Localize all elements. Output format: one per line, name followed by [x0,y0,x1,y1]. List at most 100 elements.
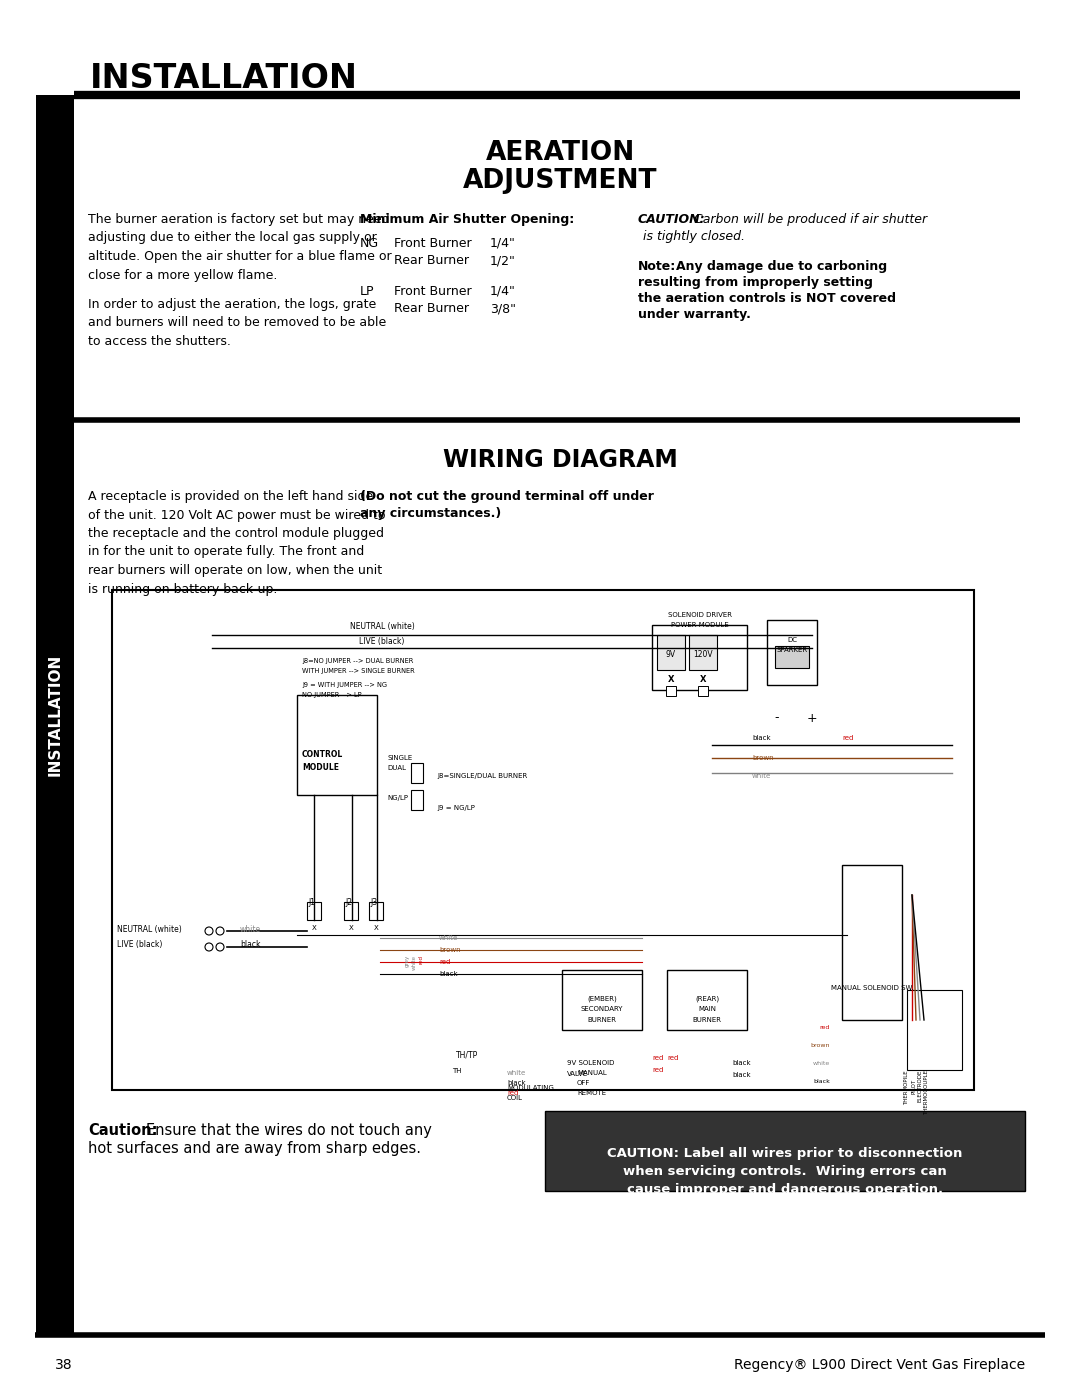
Text: 9V: 9V [666,650,676,659]
Text: hot surfaces and are away from sharp edges.: hot surfaces and are away from sharp edg… [87,1141,421,1155]
Text: is tightly closed.: is tightly closed. [643,231,745,243]
Text: LIVE (black): LIVE (black) [360,637,405,645]
Text: NEUTRAL (white): NEUTRAL (white) [350,622,415,631]
Text: The burner aeration is factory set but may need
adjusting due to either the loca: The burner aeration is factory set but m… [87,212,392,282]
Bar [411,763,423,782]
Bar [36,95,75,1336]
Text: the aeration controls is NOT covered: the aeration controls is NOT covered [638,292,896,305]
Text: brown: brown [752,754,773,761]
Text: black: black [732,1071,751,1078]
Text: MANUAL: MANUAL [577,1070,607,1076]
Text: any circumstances.): any circumstances.) [360,507,501,520]
Text: J1: J1 [308,898,315,907]
Bar [369,902,383,921]
Text: Carbon will be produced if air shutter: Carbon will be produced if air shutter [694,212,927,226]
Text: white: white [438,935,458,942]
Text: MAIN: MAIN [698,1006,716,1011]
Text: black: black [732,1060,751,1066]
Text: J9 = NG/LP: J9 = NG/LP [437,805,475,812]
Text: white: white [752,773,771,780]
Text: TH: TH [453,1067,461,1074]
Text: Front Burner: Front Burner [394,285,472,298]
Text: AERATION: AERATION [485,140,635,166]
Text: +: + [807,711,818,725]
Text: INSTALLATION: INSTALLATION [90,61,357,95]
Bar [112,590,974,1090]
Text: BURNER: BURNER [588,1017,617,1023]
Text: POWER MODULE: POWER MODULE [671,622,729,629]
Bar [652,624,747,690]
Text: black: black [507,1080,526,1085]
Bar [666,686,676,696]
Text: SECONDARY: SECONDARY [581,1006,623,1011]
Text: red: red [507,1090,518,1097]
Text: THERMOCOUPLE: THERMOCOUPLE [924,1070,930,1115]
Text: Front Burner: Front Burner [394,237,472,250]
Text: NO JUMPER --> LP: NO JUMPER --> LP [302,692,362,698]
Text: WIRING DIAGRAM: WIRING DIAGRAM [443,448,677,472]
Text: black: black [752,735,771,740]
Text: 38: 38 [55,1358,72,1372]
Text: MODULATING: MODULATING [507,1085,554,1091]
Text: COIL: COIL [507,1095,523,1101]
Text: Rear Burner: Rear Burner [394,254,469,267]
Bar [545,1111,1025,1192]
Text: black: black [438,971,458,977]
Text: red: red [820,1025,831,1030]
Bar [907,990,962,1070]
Text: white: white [411,956,417,970]
Text: grey: grey [405,956,409,967]
Text: white: white [240,925,261,935]
Text: X: X [667,675,674,685]
Text: under warranty.: under warranty. [638,307,751,321]
Text: NG/LP: NG/LP [387,795,408,800]
Text: J9 = WITH JUMPER --> NG: J9 = WITH JUMPER --> NG [302,682,387,687]
Text: red: red [652,1055,663,1060]
Text: SPARKER: SPARKER [777,647,808,652]
Text: WITH JUMPER --> SINGLE BURNER: WITH JUMPER --> SINGLE BURNER [302,668,415,673]
Text: CONTROL: CONTROL [302,750,343,759]
Bar [689,636,717,671]
Text: Rear Burner: Rear Burner [394,302,469,314]
Text: 9V SOLENOID: 9V SOLENOID [567,1060,615,1066]
Text: white: white [813,1060,831,1066]
Bar [667,970,747,1030]
Text: PILOT
ELECTRODE: PILOT ELECTRODE [912,1070,922,1102]
Text: Any damage due to carboning: Any damage due to carboning [676,260,887,272]
Text: white: white [507,1070,526,1076]
Text: 1/4": 1/4" [490,285,516,298]
Text: CAUTION:: CAUTION: [638,212,705,226]
Text: black: black [240,940,260,949]
Text: 3/8": 3/8" [490,302,516,314]
Text: resulting from improperly setting: resulting from improperly setting [638,277,873,289]
Text: THERMOPILE: THERMOPILE [905,1070,909,1105]
Text: (EMBER): (EMBER) [588,995,617,1002]
Text: brown: brown [810,1044,831,1048]
Text: ADJUSTMENT: ADJUSTMENT [462,168,658,194]
Text: In order to adjust the aeration, the logs, grate
and burners will need to be rem: In order to adjust the aeration, the log… [87,298,387,348]
Bar [307,902,321,921]
Bar [297,694,377,795]
Bar [842,865,902,1020]
Text: DC: DC [787,637,797,643]
Text: red: red [667,1055,678,1060]
Bar [562,970,642,1030]
Text: black: black [813,1078,831,1084]
Text: Regency® L900 Direct Vent Gas Fireplace: Regency® L900 Direct Vent Gas Fireplace [734,1358,1025,1372]
Text: brown: brown [438,947,461,953]
Text: SOLENOID DRIVER: SOLENOID DRIVER [669,612,732,617]
Text: INSTALLATION: INSTALLATION [48,654,63,777]
Text: red: red [438,958,450,965]
Text: J2: J2 [345,898,352,907]
Bar [345,902,357,921]
Text: 1/2": 1/2" [490,254,516,267]
Text: REMOTE: REMOTE [577,1090,606,1097]
Text: 1/4": 1/4" [490,237,516,250]
Text: X: X [374,925,378,930]
Text: X: X [349,925,353,930]
Bar [767,620,816,685]
Text: Caution:: Caution: [87,1123,158,1139]
Bar [698,686,708,696]
Text: 120V: 120V [693,650,713,659]
Text: TH/TP: TH/TP [456,1051,478,1059]
